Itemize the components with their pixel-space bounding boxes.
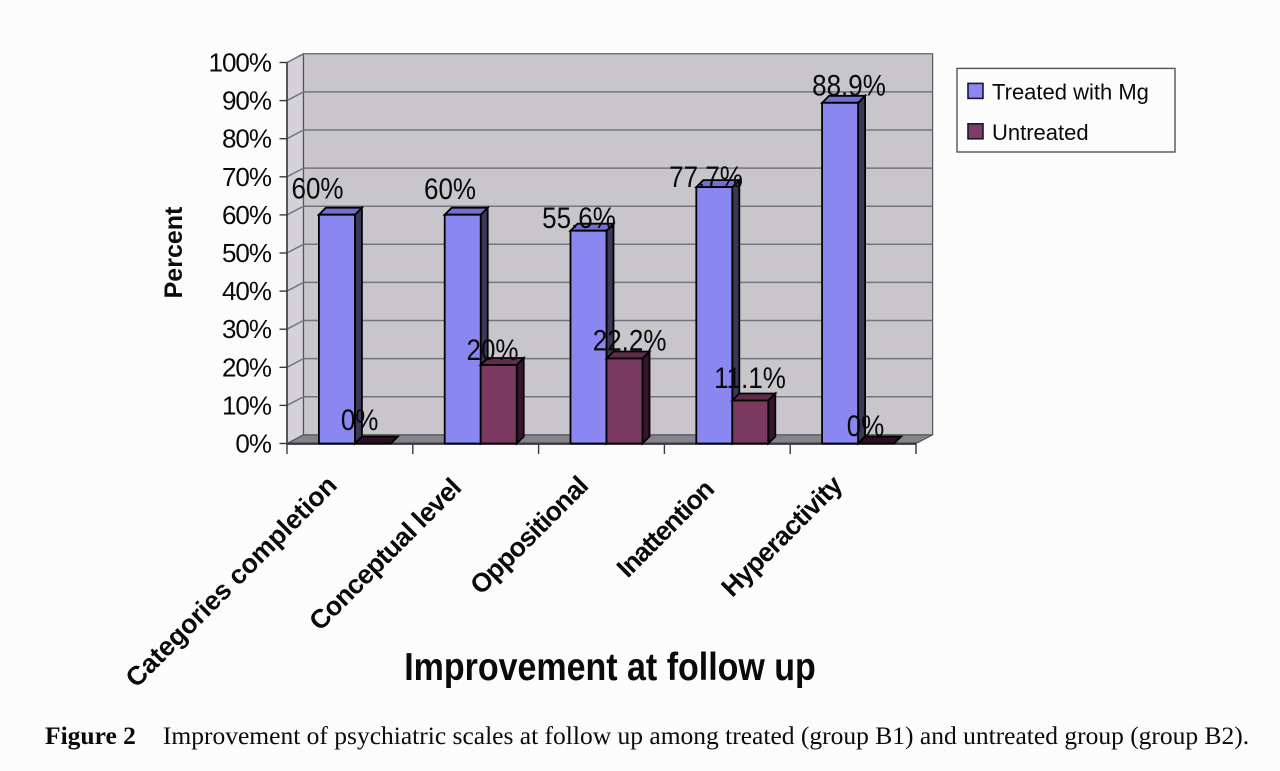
svg-text:50%: 50% [222,238,272,268]
svg-text:60%: 60% [291,172,343,205]
svg-text:20%: 20% [222,352,272,382]
svg-text:Hyperactivity: Hyperactivity [715,469,848,602]
svg-text:70%: 70% [222,162,272,192]
svg-text:40%: 40% [222,276,272,306]
svg-text:Treated with Mg: Treated with Mg [992,80,1149,105]
svg-text:0%: 0% [235,429,271,459]
svg-text:77.7%: 77.7% [669,160,743,193]
svg-text:11.1%: 11.1% [714,361,786,394]
svg-text:20%: 20% [466,333,518,366]
svg-text:Inattention: Inattention [611,474,721,584]
svg-text:Untreated: Untreated [992,120,1089,145]
svg-text:60%: 60% [222,200,272,230]
svg-text:100%: 100% [209,48,272,78]
svg-text:Categories completion: Categories completion [120,470,343,693]
svg-text:Oppositional: Oppositional [464,470,594,600]
svg-text:Percent: Percent [160,206,188,298]
svg-text:Improvement at follow up: Improvement at follow up [404,645,816,689]
svg-text:55.6%: 55.6% [542,201,616,234]
svg-text:90%: 90% [222,86,272,116]
svg-text:60%: 60% [424,172,476,205]
svg-text:0%: 0% [341,403,379,436]
svg-text:88.9%: 88.9% [812,69,886,102]
svg-text:0%: 0% [847,409,885,442]
svg-text:80%: 80% [222,124,272,154]
svg-text:10%: 10% [222,390,272,420]
svg-text:22.2%: 22.2% [593,324,667,357]
svg-text:30%: 30% [222,314,272,344]
